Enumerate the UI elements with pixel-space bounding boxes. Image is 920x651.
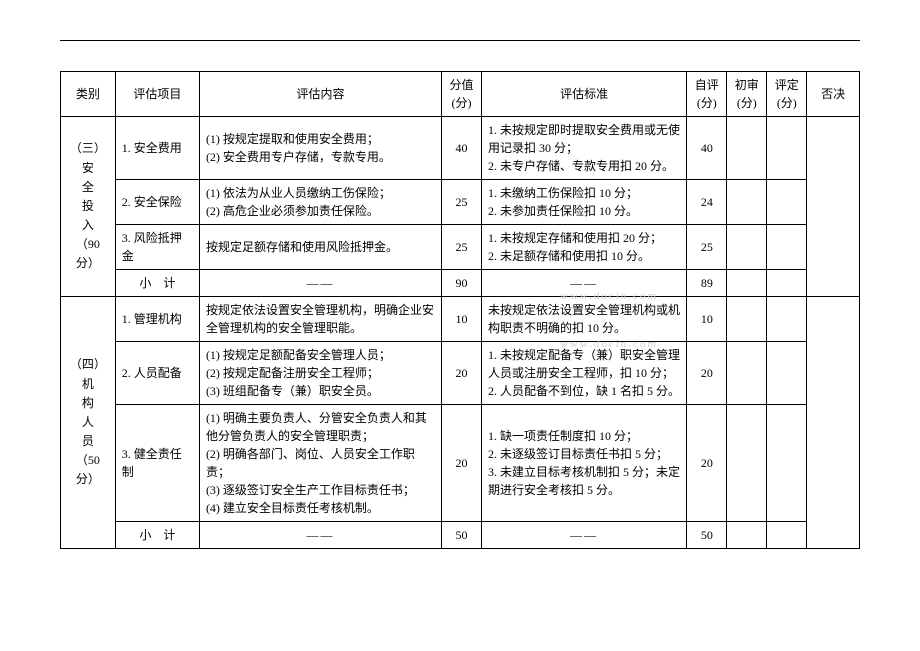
self-cell: 10 (687, 297, 727, 342)
th-veto: 否决 (807, 72, 860, 117)
final-cell (767, 225, 807, 270)
veto-cell (807, 117, 860, 297)
standard-cell: 1. 缺一项责任制度扣 10 分； 2. 未逐级签订目标责任书扣 5 分； 3.… (482, 405, 687, 522)
self-cell: 40 (687, 117, 727, 180)
table-row: 3. 健全责任制 (1) 明确主要负责人、分管安全负责人和其他分管负责人的安全管… (61, 405, 860, 522)
content-cell: (1) 依法为从业人员缴纳工伤保险； (2) 高危企业必须参加责任保险。 (199, 180, 441, 225)
standard-cell: 1. 未缴纳工伤保险扣 10 分； 2. 未参加责任保险扣 10 分。 (482, 180, 687, 225)
subtotal-row: 小 计 —— 90 —— 89 (61, 270, 860, 297)
standard-cell: 未按规定依法设置安全管理机构或机构职责不明确的扣 10 分。 (482, 297, 687, 342)
th-final: 评定 (分) (767, 72, 807, 117)
item-cell: 2. 人员配备 (115, 342, 199, 405)
th-item: 评估项目 (115, 72, 199, 117)
self-cell: 20 (687, 405, 727, 522)
content-cell: (1) 按规定提取和使用安全费用； (2) 安全费用专户存储，专款专用。 (199, 117, 441, 180)
subtotal-self: 50 (687, 522, 727, 549)
category-cell-3: （三） 安 全 投 入 （90 分） (61, 117, 116, 297)
subtotal-content: —— (199, 522, 441, 549)
first-cell (727, 225, 767, 270)
subtotal-standard: —— (482, 270, 687, 297)
subtotal-final (767, 270, 807, 297)
subtotal-score: 50 (442, 522, 482, 549)
table-header-row: 类别 评估项目 评估内容 分值 (分) 评估标准 自评 (分) 初审 (分) 评… (61, 72, 860, 117)
self-cell: 25 (687, 225, 727, 270)
final-cell (767, 342, 807, 405)
item-cell: 1. 管理机构 (115, 297, 199, 342)
category-cell-4: （四） 机 构 人 员 （50 分） (61, 297, 116, 549)
subtotal-self: 89 (687, 270, 727, 297)
table-row: （三） 安 全 投 入 （90 分） 1. 安全费用 (1) 按规定提取和使用安… (61, 117, 860, 180)
score-cell: 40 (442, 117, 482, 180)
top-rule (60, 40, 860, 41)
self-cell: 20 (687, 342, 727, 405)
veto-cell (807, 297, 860, 549)
final-cell (767, 405, 807, 522)
subtotal-content: —— (199, 270, 441, 297)
final-cell (767, 297, 807, 342)
table-row: （四） 机 构 人 员 （50 分） 1. 管理机构 按规定依法设置安全管理机构… (61, 297, 860, 342)
th-content: 评估内容 (199, 72, 441, 117)
table-row: 2. 人员配备 (1) 按规定足额配备安全管理人员； (2) 按规定配备注册安全… (61, 342, 860, 405)
th-category: 类别 (61, 72, 116, 117)
first-cell (727, 342, 767, 405)
first-cell (727, 117, 767, 180)
subtotal-label: 小 计 (115, 522, 199, 549)
standard-cell: 1. 未按规定存储和使用扣 20 分； 2. 未足额存储和使用扣 10 分。 (482, 225, 687, 270)
subtotal-label: 小 计 (115, 270, 199, 297)
content-cell: 按规定依法设置安全管理机构，明确企业安全管理机构的安全管理职能。 (199, 297, 441, 342)
score-cell: 10 (442, 297, 482, 342)
item-cell: 3. 健全责任制 (115, 405, 199, 522)
score-cell: 20 (442, 405, 482, 522)
subtotal-score: 90 (442, 270, 482, 297)
item-cell: 3. 风险抵押金 (115, 225, 199, 270)
evaluation-table: 类别 评估项目 评估内容 分值 (分) 评估标准 自评 (分) 初审 (分) 评… (60, 71, 860, 549)
final-cell (767, 180, 807, 225)
subtotal-first (727, 522, 767, 549)
table-row: 2. 安全保险 (1) 依法为从业人员缴纳工伤保险； (2) 高危企业必须参加责… (61, 180, 860, 225)
self-cell: 24 (687, 180, 727, 225)
standard-cell: 1. 未按规定配备专（兼）职安全管理人员或注册安全工程师，扣 10 分； 2. … (482, 342, 687, 405)
score-cell: 25 (442, 225, 482, 270)
th-score: 分值 (分) (442, 72, 482, 117)
subtotal-row: 小 计 —— 50 —— 50 (61, 522, 860, 549)
subtotal-first (727, 270, 767, 297)
table-row: 3. 风险抵押金 按规定足额存储和使用风险抵押金。 25 1. 未按规定存储和使… (61, 225, 860, 270)
subtotal-final (767, 522, 807, 549)
th-self: 自评 (分) (687, 72, 727, 117)
content-cell: (1) 明确主要负责人、分管安全负责人和其他分管负责人的安全管理职责； (2) … (199, 405, 441, 522)
th-standard: 评估标准 (482, 72, 687, 117)
subtotal-standard: —— (482, 522, 687, 549)
content-cell: 按规定足额存储和使用风险抵押金。 (199, 225, 441, 270)
score-cell: 20 (442, 342, 482, 405)
item-cell: 1. 安全费用 (115, 117, 199, 180)
first-cell (727, 297, 767, 342)
content-cell: (1) 按规定足额配备安全管理人员； (2) 按规定配备注册安全工程师； (3)… (199, 342, 441, 405)
first-cell (727, 405, 767, 522)
standard-cell: 1. 未按规定即时提取安全费用或无使用记录扣 30 分； 2. 未专户存储、专款… (482, 117, 687, 180)
final-cell (767, 117, 807, 180)
first-cell (727, 180, 767, 225)
score-cell: 25 (442, 180, 482, 225)
item-cell: 2. 安全保险 (115, 180, 199, 225)
th-first: 初审 (分) (727, 72, 767, 117)
